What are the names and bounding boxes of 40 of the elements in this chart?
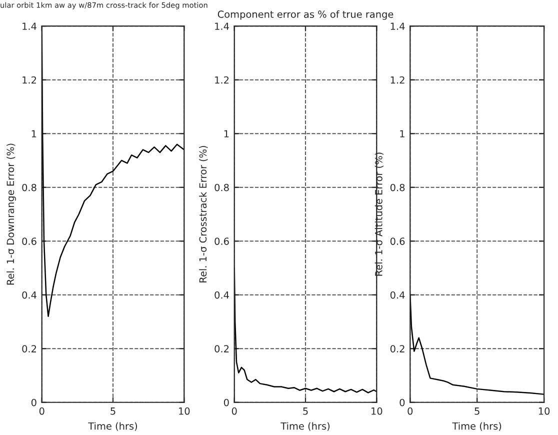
y-tick-label: 1.2 [390,76,404,84]
x-tick-label: 5 [110,408,116,415]
y-tick-label: 0.2 [214,345,229,352]
y-tick-label: 1.4 [22,22,36,30]
x-axis-title: Time (hrs) [452,422,502,431]
y-tick-label: 0 [224,398,229,406]
x-tick-label: 10 [538,407,550,415]
x-tick-label: 0 [408,407,413,415]
y-tick-label: 0.6 [22,238,36,245]
line-series [410,294,544,395]
y-tick-label: 1.4 [390,22,405,30]
y-tick-label: 1 [224,130,229,138]
x-tick-label: 5 [303,408,308,415]
y-tick-label: 0 [31,398,36,406]
y-tick-label: 0.2 [390,345,404,352]
y-tick-label: 1 [32,130,36,138]
y-axis-title: Rel. 1-σ Downrange Error (%) [6,144,16,285]
y-tick-label: 1.2 [215,76,229,84]
y-tick-label: 0.2 [22,345,36,352]
y-tick-label: 0.6 [214,238,229,245]
y-tick-label: 0.4 [214,291,229,299]
x-tick-label: 0 [232,407,237,415]
x-tick-label: 5 [474,408,480,415]
x-axis-title: Time (hrs) [88,422,138,431]
y-tick-label: 1.2 [22,76,36,84]
x-tick-label: 0 [39,407,44,415]
y-tick-label: 0.8 [22,184,36,192]
y-tick-label: 1.4 [215,22,229,30]
y-tick-label: 0.4 [22,291,36,299]
y-tick-label: 0.4 [390,291,405,299]
y-axis-title: Rel. 1-σ Crosstrack Error (%) [199,146,208,282]
y-tick-label: 0.6 [390,238,405,245]
y-tick-label: 1 [400,130,404,138]
y-tick-label: 0.8 [390,184,405,192]
y-tick-label: 0 [400,398,405,406]
x-axis-title: Time (hrs) [280,422,330,431]
x-tick-label: 10 [372,407,382,415]
y-tick-label: 0.8 [214,184,229,192]
x-tick-label: 10 [179,407,190,415]
chart-title: Component error as % of true range [218,10,394,20]
